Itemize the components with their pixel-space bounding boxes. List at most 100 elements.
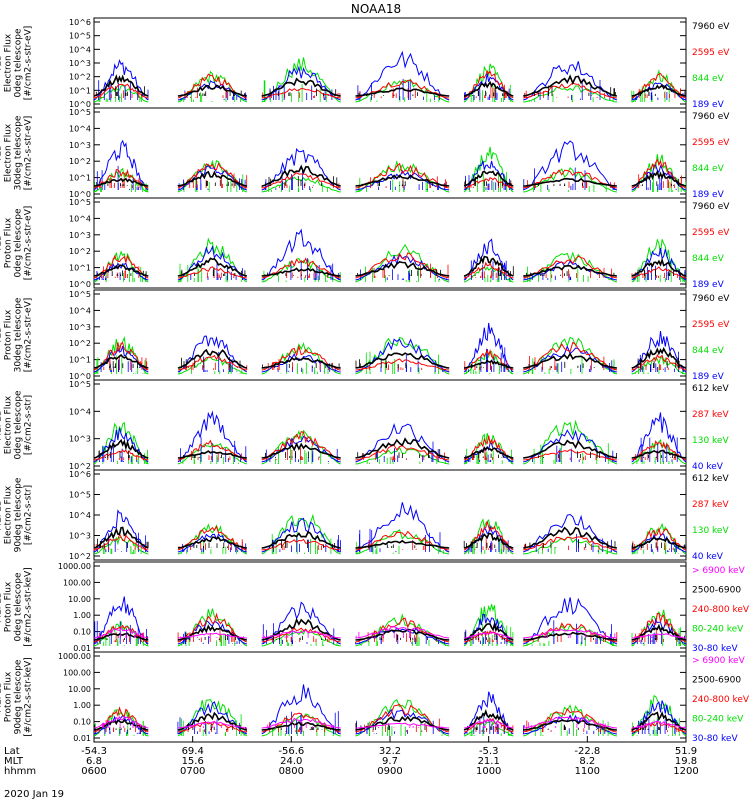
series-trace-black xyxy=(463,621,514,641)
series-trace-black xyxy=(631,536,687,549)
panel-1: 10^0 10^1 10^2 10^3 10^4 10^5 10^6 TEDElectron … xyxy=(0,17,730,110)
y-axis-label-line: Proton Flux xyxy=(4,581,14,632)
y-axis-label-line: 30deg telescope xyxy=(14,297,24,372)
legend-entry: 2500-6900 xyxy=(692,586,741,596)
y-axis-label: TEDElectron Flux30deg telescope[#/cm2-s-… xyxy=(0,115,34,190)
series-trace-black xyxy=(177,348,248,369)
series-trace-black xyxy=(93,526,149,549)
y-axis-label: MEPEDElectron Flux0deg telescope[#/cm2-s… xyxy=(0,390,34,460)
series-trace-black xyxy=(93,177,149,187)
y-axis-label-line: Proton Flux xyxy=(4,217,14,268)
legend-entry: 844 eV xyxy=(692,164,725,174)
series-trace-red xyxy=(631,72,687,99)
series-trace-red xyxy=(355,358,450,371)
y-axis-label-line: TED xyxy=(0,326,4,345)
legend-entry: 612 keV xyxy=(692,474,729,484)
y-tick-label: 10^2 xyxy=(69,339,91,348)
y-axis-label-line: TED xyxy=(0,234,4,253)
y-tick-label: 10^5 xyxy=(69,198,91,207)
legend-entry: 189 eV xyxy=(692,372,725,382)
y-axis-label-line: 0deg telescope xyxy=(14,28,24,98)
series-trace-black xyxy=(261,617,341,641)
y-tick-label: 10^5 xyxy=(69,32,91,41)
y-axis-label-line: [#/cm2-s-str] xyxy=(24,485,34,545)
y-tick-label: 10^1 xyxy=(69,174,91,183)
legend-entry: 7960 eV xyxy=(692,202,730,212)
y-tick-label: 10^2 xyxy=(69,247,91,256)
legend-entry: 287 keV xyxy=(692,500,729,510)
x-tick-label: 0900 xyxy=(377,766,402,777)
y-tick-label: 10^1 xyxy=(69,86,91,95)
series-trace-black xyxy=(355,174,450,187)
y-axis-label-line: [#/cm2-s-str-eV] xyxy=(24,116,34,191)
legend-entry: 240-800 keV xyxy=(692,605,750,615)
y-tick-label: 10^4 xyxy=(69,306,91,315)
series-trace-black xyxy=(261,267,341,277)
series-trace-magenta xyxy=(463,718,514,729)
series-trace-blue xyxy=(93,509,149,553)
series-trace-red xyxy=(631,266,687,279)
series-trace-black xyxy=(93,718,149,731)
series-trace-black xyxy=(177,84,248,97)
panel-5: 10^2 10^3 10^4 10^5 MEPEDElectron Flux0deg t… xyxy=(0,379,729,472)
y-axis-label-line: Electron Flux xyxy=(4,485,14,544)
x-tick-label: 21.1 xyxy=(478,756,500,767)
series-trace-blue xyxy=(177,533,247,553)
series-trace-black xyxy=(523,177,617,187)
y-axis-label-line: Electron Flux xyxy=(4,395,14,454)
x-tick-label: 8.2 xyxy=(579,756,595,767)
series-trace-green xyxy=(631,69,687,103)
legend-entry: 189 eV xyxy=(692,280,725,290)
series-trace-blue xyxy=(523,597,618,645)
series-trace-red xyxy=(523,341,618,371)
panel-2: 10^0 10^1 10^2 10^3 10^4 10^5 TEDElectron Flux… xyxy=(0,107,730,200)
x-tick-label: 51.9 xyxy=(675,746,697,757)
series-trace-red xyxy=(463,629,514,643)
series-trace-black xyxy=(93,354,149,369)
series-trace-magenta xyxy=(631,633,687,639)
series-trace-blue xyxy=(523,513,618,553)
series-trace-red xyxy=(355,252,450,279)
series-trace-magenta xyxy=(523,629,617,639)
series-trace-blue xyxy=(177,410,248,463)
series-trace-blue xyxy=(177,80,247,101)
series-trace-red xyxy=(93,706,149,733)
series-trace-blue xyxy=(177,245,248,281)
series-trace-black xyxy=(177,257,248,277)
series-trace-blue xyxy=(261,684,341,735)
panel-6: 10^2 10^3 10^4 10^5 10^6 MEPEDElectron Flux90… xyxy=(0,469,729,562)
x-tick-label: 6.8 xyxy=(86,756,102,767)
series-trace-green xyxy=(523,336,618,375)
y-tick-label: 10^4 xyxy=(69,407,91,416)
series-trace-black xyxy=(355,437,450,459)
series-trace-black xyxy=(261,356,341,369)
y-tick-label: 1000.00 xyxy=(58,652,91,661)
series-trace-magenta xyxy=(177,721,247,729)
series-trace-blue xyxy=(355,502,450,553)
series-trace-green xyxy=(463,146,514,193)
y-axis-label-line: MEPED xyxy=(0,499,4,531)
series-trace-black xyxy=(523,439,618,459)
y-tick-label: 10^3 xyxy=(69,141,91,150)
series-trace-black xyxy=(631,449,687,459)
series-trace-red xyxy=(355,162,450,189)
y-tick-label: 10^0 xyxy=(69,190,91,199)
legend-entry: 7960 eV xyxy=(692,22,730,32)
y-tick-label: 10^5 xyxy=(69,491,91,500)
series-trace-magenta xyxy=(93,627,149,639)
series-trace-black xyxy=(463,80,514,97)
series-trace-black xyxy=(463,255,514,277)
series-trace-red xyxy=(261,431,341,461)
series-trace-black xyxy=(463,446,514,459)
y-tick-label: 1.00 xyxy=(73,701,91,710)
y-tick-label: 10^5 xyxy=(69,380,91,389)
legend-entry: 2595 eV xyxy=(692,320,730,330)
legend-entry: 2595 eV xyxy=(692,228,730,238)
x-tick-label: 1100 xyxy=(575,766,600,777)
series-trace-blue xyxy=(355,626,450,645)
y-tick-label: 10^1 xyxy=(69,264,91,273)
series-trace-red xyxy=(177,720,247,733)
y-axis-label-line: 0deg telescope xyxy=(14,208,24,278)
legend-entry: 7960 eV xyxy=(692,112,730,122)
y-axis-label-line: 90deg telescope xyxy=(14,659,24,734)
